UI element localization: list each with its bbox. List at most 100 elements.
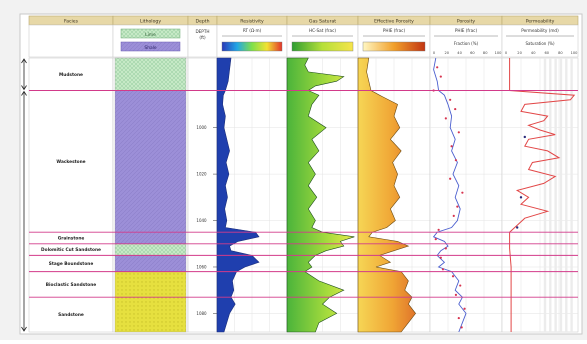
facies-label: Sandstone bbox=[58, 312, 84, 318]
scale-title-effperm: PHIE (frac) bbox=[383, 28, 406, 33]
scale-subtitle-permeability: Saturation (%) bbox=[525, 41, 554, 46]
subheader-cell-permeability bbox=[501, 24, 579, 58]
perm-stripe bbox=[570, 58, 573, 332]
header-label-gas: Gas Saturat bbox=[309, 19, 336, 25]
column-header-row: Facies Lithology Depth Resistivity Gas Satur… bbox=[28, 15, 579, 26]
porosity-point bbox=[461, 191, 464, 194]
subheader-cell-effperm bbox=[357, 24, 431, 58]
legend-lime-label: Lime bbox=[145, 32, 156, 38]
zone-arrows bbox=[21, 58, 27, 332]
track-body-facies bbox=[28, 57, 114, 333]
scale-tick-permeability: 40 bbox=[531, 51, 536, 55]
subheader-cell-facies bbox=[28, 24, 114, 58]
porosity-point bbox=[454, 293, 458, 296]
permeability-point bbox=[523, 135, 526, 139]
legend-lime-swatch bbox=[120, 28, 181, 39]
porosity-point bbox=[454, 159, 458, 162]
lithology-zone bbox=[114, 297, 187, 333]
porosity-point bbox=[449, 98, 452, 101]
scale-subtitle-porosity: Fraction (%) bbox=[454, 41, 479, 46]
permeability-point bbox=[519, 196, 523, 199]
permeability-curve bbox=[509, 58, 576, 332]
porosity-point bbox=[460, 326, 463, 329]
facies-label: Grainstone bbox=[58, 236, 85, 242]
log-tracks: Mudstone Wackestone Grainstone Dolomitic Cu… bbox=[28, 57, 579, 333]
facies-label: Dolomitic Cut Sandstone bbox=[41, 247, 101, 253]
porosity-point bbox=[459, 284, 462, 287]
lithology-zone bbox=[114, 255, 187, 272]
porosity-point bbox=[457, 131, 460, 134]
porosity-point bbox=[444, 117, 447, 120]
depth-tick-label: 1060 bbox=[196, 264, 207, 269]
perm-stripe bbox=[559, 58, 563, 332]
header-label-porosity: Porosity bbox=[457, 19, 475, 25]
porosity-point bbox=[463, 307, 466, 310]
zone-arrow-head-top bbox=[21, 58, 27, 64]
facies-label: Mudstone bbox=[59, 72, 83, 78]
lithology-zone bbox=[114, 90, 187, 233]
porosity-point bbox=[457, 316, 460, 320]
facies-label: Bioclastic Sandstone bbox=[46, 282, 96, 288]
depth-tick-label: 1040 bbox=[196, 218, 207, 223]
subheader-cell-depth bbox=[187, 24, 218, 58]
depth-tick-label: 1080 bbox=[196, 311, 207, 316]
porosity-point bbox=[454, 107, 457, 111]
scale-tick-permeability: 20 bbox=[517, 51, 522, 55]
depth-header-title: DEPTH bbox=[195, 29, 209, 34]
scale-tick-permeability: 60 bbox=[545, 51, 550, 55]
scale-tick-permeability: 0 bbox=[505, 51, 508, 55]
header-label-lithology: Lithology bbox=[140, 19, 161, 25]
scale-title-gas: HC-Sat (frac) bbox=[309, 28, 336, 33]
porosity-point bbox=[441, 268, 445, 271]
depth-tick-label: 1000 bbox=[196, 125, 207, 130]
scale-title-resistivity: RT (Ω·m) bbox=[243, 28, 262, 33]
lithology-zone bbox=[114, 271, 187, 298]
facies-label: Wackestone bbox=[56, 159, 85, 165]
perm-stripe bbox=[565, 58, 568, 332]
scale-tick-porosity: 80 bbox=[483, 51, 488, 55]
porosity-curve bbox=[432, 57, 467, 333]
subheader-cell-gas bbox=[286, 24, 359, 58]
scale-bar-gas bbox=[291, 41, 354, 52]
header-label-permeability: Permeability bbox=[526, 19, 555, 25]
perm-stripe bbox=[554, 58, 557, 332]
scale-tick-porosity: 40 bbox=[457, 51, 462, 55]
porosity-point bbox=[434, 238, 437, 241]
lithology-zone bbox=[114, 232, 187, 244]
track-subheaders: Lime Shale DEPTH(ft) RT (Ω·m) HC-Sat (frac) P… bbox=[28, 24, 579, 58]
zone-arrow-head-top bbox=[21, 90, 27, 96]
depth-tick-label: 1020 bbox=[196, 172, 207, 177]
header-label-effperm: Effective Porosity bbox=[374, 19, 414, 25]
scale-bar-resistivity bbox=[221, 41, 283, 52]
scale-tick-porosity: 20 bbox=[445, 51, 450, 55]
subheader-cell-resistivity bbox=[216, 24, 288, 58]
scale-title-permeability: Permeability (md) bbox=[521, 28, 559, 33]
scale-tick-porosity: 0 bbox=[433, 51, 436, 55]
perm-stripe bbox=[549, 58, 552, 332]
scale-tick-permeability: 100 bbox=[571, 51, 579, 55]
porosity-point bbox=[436, 66, 439, 69]
depth-header-unit: (ft) bbox=[199, 35, 206, 40]
track-body-depth bbox=[187, 57, 218, 333]
facies-label: Stage Boundstone bbox=[49, 261, 94, 267]
lithology-zone bbox=[114, 243, 187, 256]
scale-title-porosity: PHIE (frac) bbox=[455, 28, 478, 33]
header-label-facies: Facies bbox=[64, 19, 79, 25]
porosity-point bbox=[451, 275, 455, 278]
porosity-point bbox=[439, 75, 442, 78]
porosity-point bbox=[437, 228, 440, 231]
zone-boundaries bbox=[29, 90, 578, 298]
legend-shale-label: Shale bbox=[144, 45, 156, 51]
scale-tick-permeability: 80 bbox=[558, 51, 563, 55]
subheader-cell-porosity bbox=[429, 24, 503, 58]
header-label-resistivity: Resistivity bbox=[240, 19, 264, 25]
lithology-zone bbox=[114, 57, 187, 91]
porosity-point bbox=[452, 214, 455, 217]
porosity-point bbox=[449, 177, 452, 180]
porosity-point bbox=[444, 247, 447, 250]
perm-stripe bbox=[543, 58, 547, 332]
zone-arrow-head-bottom bbox=[21, 85, 27, 91]
porosity-point bbox=[456, 205, 459, 208]
